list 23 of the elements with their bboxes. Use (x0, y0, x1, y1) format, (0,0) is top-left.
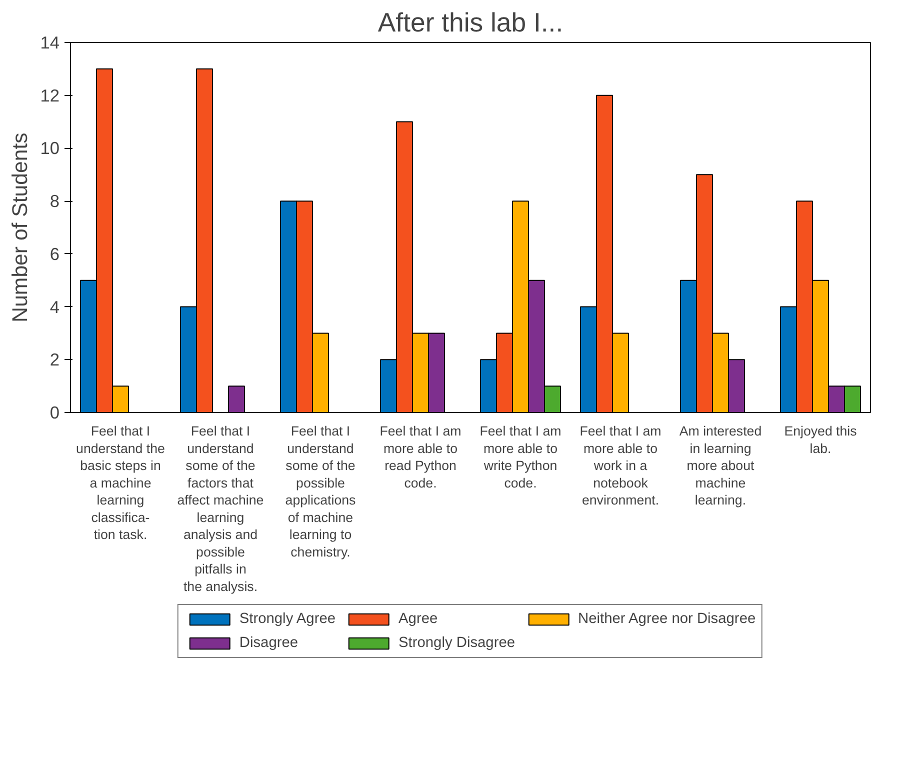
y-tick-label: 8 (50, 191, 60, 212)
x-tick-label: Feel that I am more able to work in a notebook environment. (580, 424, 662, 508)
y-tick-label: 4 (50, 296, 60, 317)
legend-label: Strongly Disagree (398, 635, 516, 651)
y-tick-label: 6 (50, 244, 60, 264)
x-tick-label: Feel that I understand some of the possible applications of machine learning to chemistry. (285, 424, 356, 560)
y-tick-label: 2 (50, 350, 60, 370)
legend-label: Agree (398, 611, 438, 627)
y-tick-label: 0 (50, 402, 60, 422)
y-tick-label: 10 (40, 138, 60, 158)
x-tick-label: Am interested in learning more about machine learning. (679, 424, 762, 508)
legend-label: Neither Agree nor Disagree (578, 611, 756, 627)
y-tick-label: 12 (40, 85, 60, 106)
x-tick-label: Enjoyed this lab. (784, 424, 858, 456)
y-axis-title: Number of Students (8, 132, 32, 322)
x-tick-label: Feel that I understand the basic steps in a machine learning classifica- tion task. (76, 424, 165, 542)
x-tick-label: Feel that I am more able to write Python code. (480, 424, 562, 490)
legend-label: Disagree (239, 635, 298, 651)
legend-label: Strongly Agree (239, 611, 336, 627)
x-tick-label: Feel that I am more able to read Python code. (380, 424, 462, 490)
y-tick-label: 14 (40, 32, 60, 52)
chart-title: After this lab I... (378, 8, 564, 38)
category-label: Feel that I understand some of the factors that affect machine learning analysis and possible pitfalls in the analysis. (177, 424, 264, 594)
